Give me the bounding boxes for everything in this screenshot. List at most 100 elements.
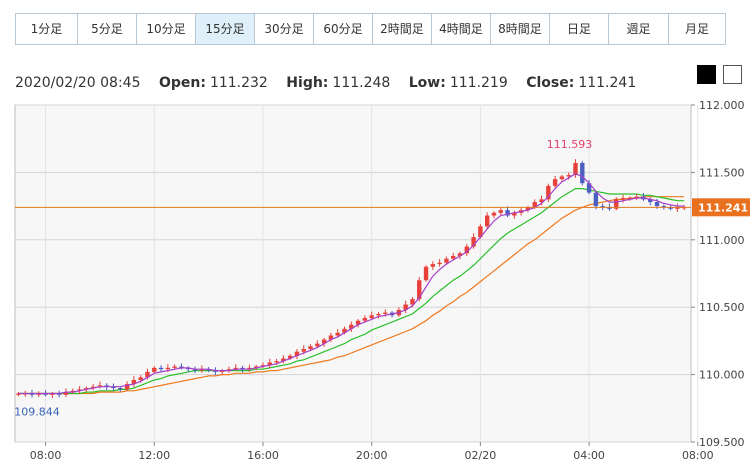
open-label: Open: bbox=[158, 75, 206, 91]
y-tick-label: 110.500 bbox=[699, 301, 745, 314]
candle-body bbox=[525, 207, 531, 211]
candle-body bbox=[111, 386, 116, 389]
candle-body bbox=[593, 192, 599, 207]
candle-body bbox=[179, 366, 184, 368]
candle-body bbox=[532, 202, 537, 208]
candle-body bbox=[321, 339, 327, 344]
high-label: High: bbox=[286, 75, 329, 91]
candle-body bbox=[403, 304, 408, 310]
candle-body bbox=[505, 210, 510, 216]
candle-body bbox=[138, 377, 143, 380]
candle-body bbox=[118, 388, 123, 390]
candle-body bbox=[226, 369, 232, 371]
candle-body bbox=[512, 212, 517, 216]
x-tick-label: 08:00 bbox=[682, 449, 714, 462]
candle-body bbox=[464, 246, 469, 254]
candle-body bbox=[152, 367, 157, 372]
candle-body bbox=[471, 237, 476, 247]
candle-body bbox=[335, 332, 340, 336]
candle-body bbox=[104, 385, 109, 387]
tab-10[interactable]: 週足 bbox=[609, 14, 669, 44]
candle-body bbox=[233, 367, 239, 370]
candle-body bbox=[627, 198, 633, 200]
tab-11[interactable]: 月足 bbox=[669, 14, 725, 44]
tab-2[interactable]: 10分足 bbox=[137, 14, 196, 44]
candle-body bbox=[634, 196, 639, 199]
candle-body bbox=[654, 202, 660, 207]
tab-5[interactable]: 60分足 bbox=[314, 14, 373, 44]
y-tick-label: 111.000 bbox=[699, 234, 745, 247]
candle-body bbox=[165, 367, 171, 370]
x-tick-label: 04:00 bbox=[573, 449, 605, 462]
candle-body bbox=[437, 262, 442, 265]
candle-body bbox=[573, 162, 578, 176]
ma-long-line bbox=[18, 196, 685, 395]
low-value: 111.219 bbox=[449, 75, 508, 91]
candle-body bbox=[600, 206, 605, 208]
x-tick-label: 08:00 bbox=[30, 449, 62, 462]
candle-body bbox=[457, 253, 463, 256]
x-tick-label: 20:00 bbox=[356, 449, 388, 462]
candle-body bbox=[213, 370, 218, 372]
low-annotation: 109.844 bbox=[14, 406, 60, 419]
candle-body bbox=[675, 207, 680, 209]
candle-body bbox=[491, 212, 497, 216]
candle-body bbox=[97, 385, 103, 387]
candle-body bbox=[124, 384, 130, 390]
candle-body bbox=[328, 335, 334, 340]
candle-body bbox=[620, 198, 626, 200]
tab-0[interactable]: 1分足 bbox=[16, 14, 78, 44]
candle-body bbox=[90, 386, 96, 389]
dark-theme-button[interactable] bbox=[697, 65, 716, 84]
candle-body bbox=[131, 379, 137, 385]
tab-4[interactable]: 30分足 bbox=[255, 14, 314, 44]
candle-body bbox=[50, 393, 55, 395]
candle-body bbox=[253, 366, 259, 368]
candle-body bbox=[478, 226, 483, 238]
close-value: 111.241 bbox=[578, 75, 637, 91]
candle-body bbox=[77, 389, 82, 391]
candle-body bbox=[294, 351, 300, 356]
candle-body bbox=[668, 207, 673, 209]
candle-body bbox=[281, 358, 286, 362]
y-tick-label: 112.000 bbox=[699, 99, 745, 112]
x-tick-label: 16:00 bbox=[247, 449, 279, 462]
candle-body bbox=[383, 312, 388, 314]
candle-body bbox=[410, 299, 415, 305]
candle-body bbox=[423, 266, 429, 281]
candle-body bbox=[552, 179, 558, 186]
tab-1[interactable]: 5分足 bbox=[78, 14, 137, 44]
candle-body bbox=[444, 258, 449, 263]
candle-body bbox=[342, 328, 347, 333]
candle-body bbox=[172, 366, 177, 368]
ma-mid-line bbox=[18, 187, 685, 395]
candle-body bbox=[580, 162, 585, 184]
x-tick-label: 12:00 bbox=[138, 449, 170, 462]
y-tick-label: 109.500 bbox=[699, 436, 745, 449]
tab-8[interactable]: 8時間足 bbox=[491, 14, 550, 44]
ma-short-line bbox=[18, 173, 685, 395]
candle-body bbox=[240, 367, 245, 370]
candle-body bbox=[247, 367, 252, 370]
candle-body bbox=[16, 393, 21, 395]
candle-body bbox=[451, 255, 456, 259]
candle-body bbox=[206, 369, 211, 371]
price-chart[interactable]: 112.000 111.500 111.000 110.500 110.000 109.5… bbox=[0, 95, 756, 474]
light-theme-button[interactable] bbox=[723, 65, 742, 84]
tab-9[interactable]: 日足 bbox=[550, 14, 609, 44]
tab-3[interactable]: 15分足 bbox=[196, 14, 255, 44]
low-label: Low: bbox=[408, 75, 446, 91]
candle-body bbox=[586, 183, 592, 193]
candle-body bbox=[369, 315, 374, 318]
plot-area bbox=[14, 104, 692, 443]
open-value: 111.232 bbox=[209, 75, 268, 91]
candle-body bbox=[566, 175, 571, 177]
candle-body bbox=[648, 199, 653, 203]
candle-body bbox=[192, 369, 198, 371]
tab-6[interactable]: 2時間足 bbox=[373, 14, 432, 44]
candle-body bbox=[362, 317, 368, 321]
candle-body bbox=[267, 362, 272, 366]
candle-body bbox=[260, 365, 266, 367]
candle-body bbox=[287, 355, 293, 359]
tab-7[interactable]: 4時間足 bbox=[432, 14, 491, 44]
